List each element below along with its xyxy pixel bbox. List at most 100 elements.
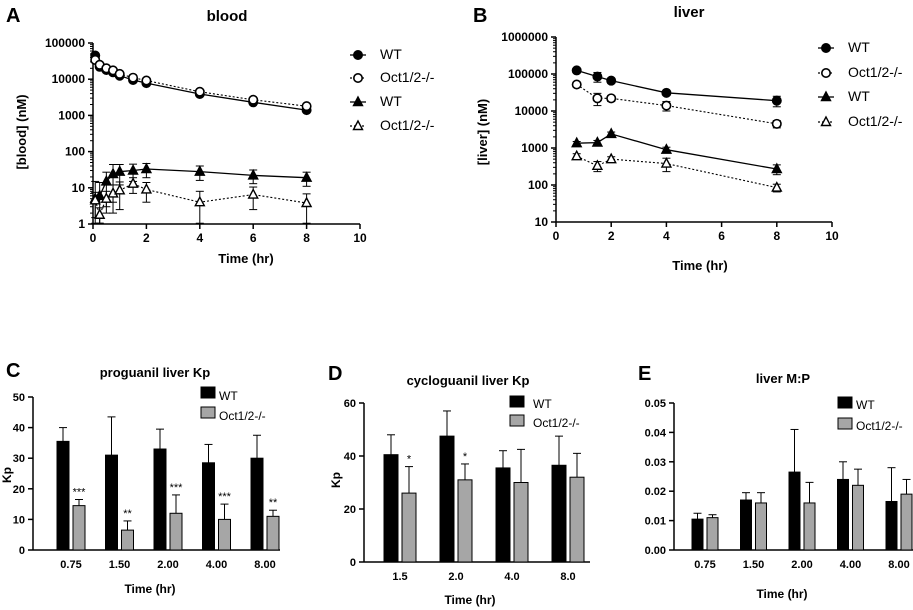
data-point-b-3	[771, 181, 783, 192]
legend-label-a-0: WT	[380, 46, 402, 62]
y-tick-label-c: 0	[19, 545, 25, 557]
x-tick-label-a: 10	[353, 231, 367, 245]
data-point-a-2	[100, 174, 113, 186]
bar-e-1	[755, 502, 767, 551]
x-axis-label-a: Time (hr)	[218, 251, 273, 266]
x-tick-label-e: 2.00	[791, 559, 812, 571]
bar-c-0	[250, 457, 264, 551]
series-line-a-2	[94, 168, 307, 200]
legend-swatch-e-0	[837, 396, 853, 409]
x-tick-label-d: 1.5	[392, 571, 407, 583]
y-tick-label-a: 1	[78, 217, 85, 231]
data-point-b-1	[606, 93, 617, 104]
data-point-a-3	[89, 193, 101, 205]
legend-marker-a-2	[352, 95, 364, 107]
data-point-a-3	[127, 177, 139, 188]
legend-swatch-c-0	[200, 386, 216, 399]
data-point-b-2	[571, 136, 583, 148]
data-point-b-0	[592, 71, 603, 82]
significance-label-d: *	[463, 451, 468, 463]
legend-marker-a-0	[352, 49, 363, 60]
bar-c-1	[218, 518, 231, 551]
x-tick-label-b: 2	[608, 229, 615, 243]
data-point-a-1	[114, 68, 125, 79]
series-line-b-3	[576, 155, 777, 189]
y-tick-label-d: 20	[344, 504, 356, 516]
data-point-a-2	[247, 168, 259, 180]
x-tick-label-b: 0	[553, 229, 560, 243]
legend-label-b-3: Oct1/2-/-	[848, 113, 903, 129]
y-tick-label-c: 40	[13, 423, 25, 435]
series-line-a-0	[94, 55, 307, 111]
bar-d-1	[513, 482, 529, 563]
legend-label-a-2: WT	[380, 93, 402, 109]
y-tick-label-c: 50	[13, 392, 25, 404]
legend-label-c-0: WT	[219, 389, 238, 403]
panel-letter-c: C	[6, 360, 20, 382]
legend-label-e-0: WT	[856, 398, 875, 412]
x-tick-label-a: 4	[196, 231, 203, 245]
y-tick-label-b: 1000000	[501, 30, 548, 44]
data-point-a-2	[114, 165, 126, 176]
data-point-a-2	[127, 164, 139, 175]
significance-label-d: *	[407, 454, 412, 466]
y-tick-label-e: 0.05	[645, 398, 666, 410]
x-tick-label-a: 2	[143, 231, 150, 245]
data-point-b-3	[571, 149, 583, 161]
x-tick-label-c: 1.50	[109, 559, 130, 571]
legend-marker-b-2	[820, 90, 832, 102]
bar-d-0	[439, 435, 455, 563]
bar-c-0	[153, 448, 167, 551]
x-tick-label-c: 2.00	[157, 559, 178, 571]
significance-label-c: ***	[218, 491, 232, 503]
data-point-b-1	[661, 100, 672, 111]
bar-c-0	[202, 462, 215, 551]
data-point-b-0	[771, 95, 782, 106]
y-tick-label-e: 0.00	[645, 545, 666, 557]
data-point-a-1	[128, 72, 139, 83]
legend-label-a-3: Oct1/2-/-	[380, 117, 435, 133]
y-tick-label-d: 40	[344, 451, 356, 463]
x-axis-label-d: Time (hr)	[444, 593, 495, 607]
bar-e-0	[691, 518, 704, 551]
panel-letter-a: A	[6, 5, 20, 27]
x-axis-label-b: Time (hr)	[672, 258, 727, 273]
data-point-b-2	[660, 143, 673, 154]
legend-label-b-2: WT	[848, 88, 870, 104]
legend-label-a-1: Oct1/2-/-	[380, 69, 435, 85]
series-line-b-2	[576, 133, 777, 170]
data-point-a-3	[140, 182, 153, 194]
data-point-a-2	[300, 171, 313, 182]
x-tick-label-c: 4.00	[206, 559, 227, 571]
data-point-a-1	[141, 75, 152, 86]
bar-c-0	[56, 440, 70, 551]
y-axis-label-c: Kp	[0, 467, 14, 483]
data-point-b-2	[605, 127, 617, 139]
series-line-a-1	[94, 59, 307, 107]
x-tick-label-a: 8	[303, 231, 310, 245]
data-point-b-2	[591, 136, 604, 147]
legend-marker-b-0	[820, 42, 831, 53]
panel-letter-e: E	[638, 363, 651, 385]
data-point-b-1	[771, 118, 782, 129]
bar-c-0	[105, 454, 118, 551]
bar-c-1	[72, 505, 86, 551]
bar-e-1	[803, 502, 816, 551]
x-tick-label-d: 8.0	[560, 571, 575, 583]
x-tick-label-a: 0	[90, 231, 97, 245]
data-point-b-3	[591, 159, 604, 171]
bar-e-0	[885, 500, 898, 551]
data-point-a-2	[140, 162, 153, 174]
panel-letter-d: D	[328, 363, 342, 385]
data-point-a-3	[247, 188, 259, 199]
y-tick-label-b: 100	[528, 178, 548, 192]
chart-title-a: blood	[207, 8, 248, 25]
data-point-a-3	[114, 183, 126, 195]
x-tick-label-e: 8.00	[888, 559, 909, 571]
data-point-b-0	[661, 87, 672, 98]
chart-title-b: liver	[674, 4, 705, 21]
y-tick-label-d: 60	[344, 398, 356, 410]
bar-e-1	[706, 517, 719, 551]
significance-label-c: ***	[170, 482, 184, 494]
